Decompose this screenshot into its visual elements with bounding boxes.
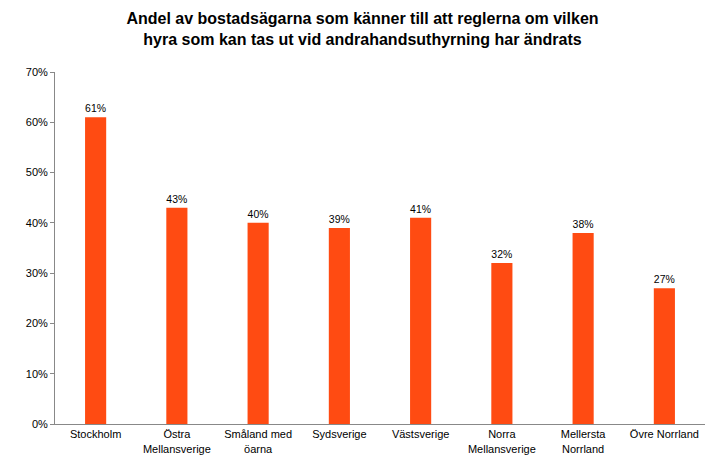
- svg-text:Sydsverige: Sydsverige: [312, 428, 366, 440]
- svg-text:70%: 70%: [26, 66, 48, 78]
- svg-text:40%: 40%: [248, 209, 269, 220]
- svg-text:50%: 50%: [26, 166, 48, 178]
- svg-text:Småland medöarna: Småland medöarna: [224, 428, 292, 454]
- svg-text:60%: 60%: [26, 116, 48, 128]
- svg-text:27%: 27%: [654, 274, 675, 285]
- svg-text:38%: 38%: [573, 219, 594, 230]
- svg-text:Andel av bostadsägarna som kän: Andel av bostadsägarna som känner till a…: [126, 10, 598, 48]
- svg-text:MellerstaNorrland: MellerstaNorrland: [561, 428, 607, 454]
- svg-text:41%: 41%: [410, 204, 431, 215]
- svg-text:20%: 20%: [26, 317, 48, 329]
- svg-text:61%: 61%: [85, 103, 106, 114]
- svg-text:39%: 39%: [329, 214, 350, 225]
- svg-text:43%: 43%: [166, 194, 187, 205]
- svg-text:NorraMellansverige: NorraMellansverige: [468, 428, 536, 454]
- svg-text:Övre Norrland: Övre Norrland: [630, 428, 699, 440]
- svg-text:40%: 40%: [26, 217, 48, 229]
- svg-text:30%: 30%: [26, 267, 48, 279]
- svg-text:0%: 0%: [32, 418, 48, 430]
- svg-text:Stockholm: Stockholm: [70, 428, 121, 440]
- svg-text:10%: 10%: [26, 368, 48, 380]
- svg-text:Västsverige: Västsverige: [392, 428, 449, 440]
- svg-text:ÖstraMellansverige: ÖstraMellansverige: [143, 428, 211, 454]
- svg-text:32%: 32%: [491, 249, 512, 260]
